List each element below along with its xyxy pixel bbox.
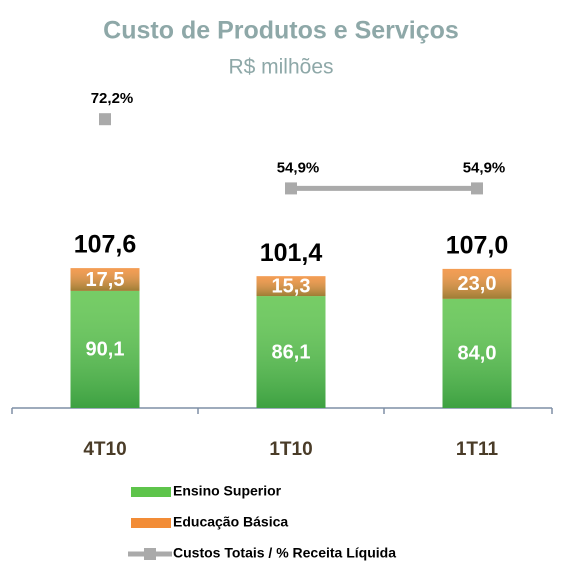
bar-shade: [256, 276, 326, 297]
legend-label: Ensino Superior: [173, 483, 282, 499]
value-label: 15,3: [272, 275, 311, 297]
legend-swatch: [131, 487, 171, 497]
value-label: 54,9%: [463, 159, 506, 176]
bar-shade: [256, 296, 326, 408]
value-label: 72,2%: [91, 90, 134, 107]
bar-shade: [70, 268, 140, 291]
line-marker: [471, 182, 483, 195]
total-label: 107,6: [74, 231, 137, 259]
legend-label: Custos Totais / % Receita Líquida: [173, 545, 396, 561]
value-label: 54,9%: [277, 159, 320, 176]
x-tick-label: 1T10: [269, 439, 312, 460]
line-marker: [285, 182, 297, 195]
value-label: 84,0: [458, 343, 497, 365]
chart-title: Custo de Produtos e Serviços: [103, 17, 459, 45]
legend-label: Educação Básica: [173, 514, 288, 530]
bar-shade: [442, 298, 512, 408]
line-marker: [99, 113, 111, 126]
x-tick-label: 4T10: [83, 439, 126, 460]
value-label: 90,1: [86, 339, 125, 361]
chart-subtitle: R$ milhões: [228, 56, 333, 79]
total-label: 101,4: [260, 239, 323, 267]
legend-marker: [144, 548, 156, 560]
bar-shade: [70, 290, 140, 408]
bar-shade: [442, 268, 512, 299]
value-label: 23,0: [458, 273, 497, 295]
value-label: 86,1: [272, 341, 311, 363]
total-label: 107,0: [446, 232, 509, 260]
value-label: 17,5: [86, 269, 125, 291]
legend-swatch: [131, 518, 171, 528]
x-tick-label: 1T11: [456, 439, 499, 460]
